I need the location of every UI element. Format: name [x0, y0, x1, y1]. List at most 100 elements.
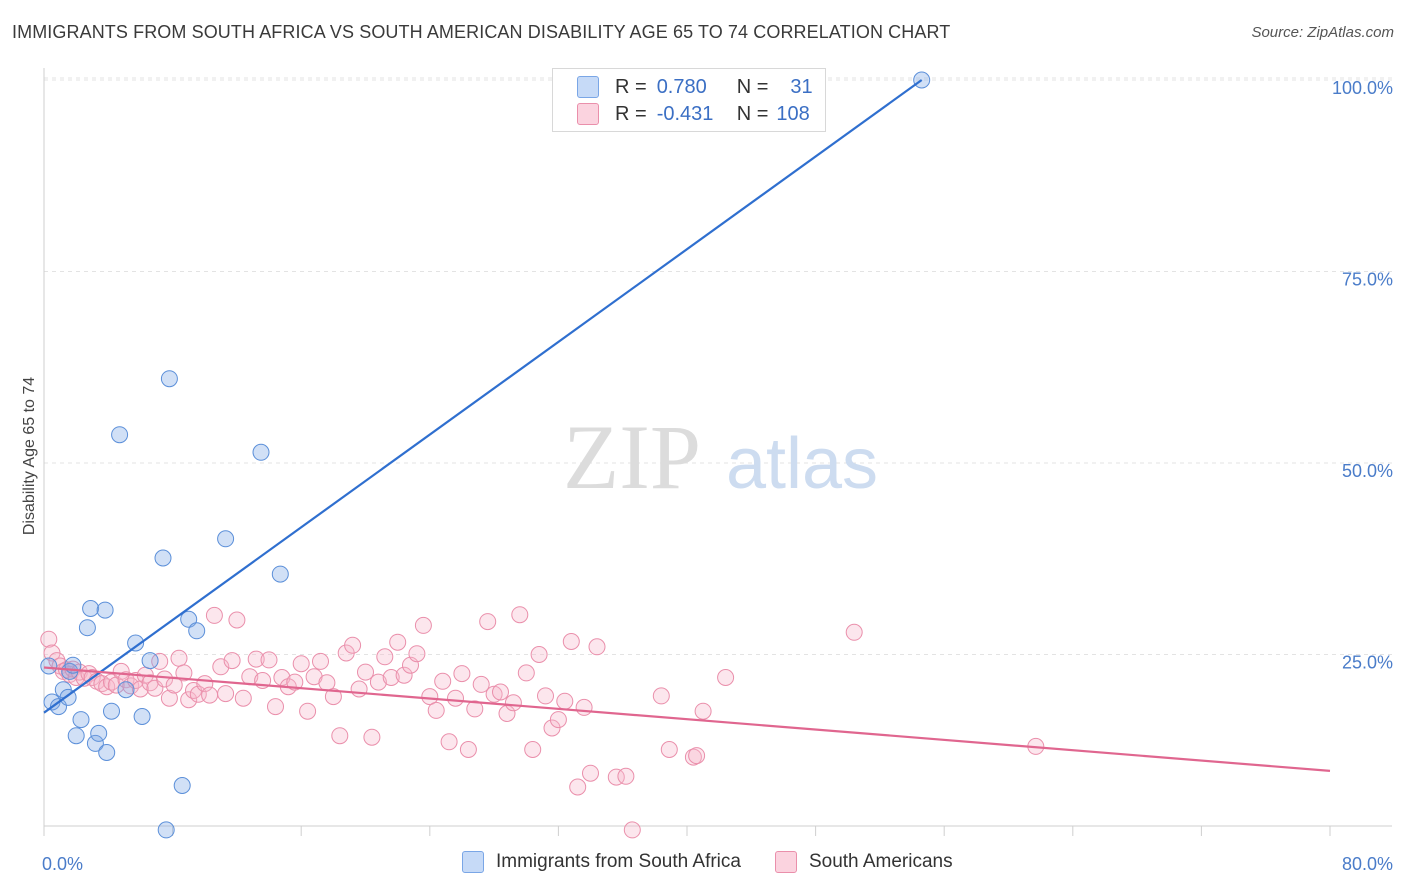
south-americans-point-44	[247, 650, 265, 668]
south-africa-point-17	[117, 681, 135, 699]
south-americans-point-77	[459, 741, 477, 758]
south-americans-point-48	[273, 669, 291, 686]
y-tick-label-50: 50.0%	[1342, 461, 1393, 481]
legend-n-label: N =	[736, 75, 769, 98]
south-americans-point-71	[421, 688, 439, 706]
watermark-zip: ZIP	[563, 406, 701, 508]
x-tick-label-min: 0.0%	[42, 854, 83, 874]
south-americans-point-101	[652, 687, 670, 705]
south-africa-point-8	[72, 711, 90, 729]
south-americans-point-91	[549, 711, 567, 729]
south-americans-point-63	[369, 673, 387, 691]
legend-r-label: R =	[615, 102, 647, 125]
legend-r-value: 0.780	[656, 75, 707, 98]
south-africa-point-26	[188, 622, 206, 640]
legend-swatch-south-americans	[774, 851, 797, 873]
south-africa-point-10	[82, 600, 100, 617]
south-africa-point-19	[133, 708, 151, 725]
south-americans-point-100	[623, 821, 641, 839]
legend-item-south-africa[interactable]: Immigrants from South Africa	[462, 851, 741, 873]
y-tick-label-100: 100.0%	[1332, 78, 1393, 98]
source-label: Source: ZipAtlas.com	[1251, 24, 1394, 41]
south-americans-point-60	[350, 680, 368, 698]
south-americans-point-107	[845, 623, 863, 641]
south-africa-trend-line	[43, 79, 923, 714]
south-americans-point-96	[582, 764, 599, 782]
south-americans-point-97	[588, 638, 606, 656]
south-americans-point-56	[324, 688, 342, 706]
south-americans-point-74	[440, 733, 458, 751]
south-americans-point-80	[479, 613, 497, 631]
south-americans-point-31	[175, 664, 193, 682]
south-americans-point-85	[511, 606, 529, 624]
south-africa-point-23	[160, 370, 178, 388]
south-americans-point-98	[607, 768, 625, 786]
south-americans-point-79	[472, 675, 490, 693]
south-americans-point-42	[234, 689, 252, 707]
south-americans-point-28	[160, 689, 178, 707]
south-africa-point-22	[157, 821, 175, 839]
south-americans-point-30	[170, 649, 188, 667]
south-americans-point-27	[156, 670, 174, 688]
y-tick-label-75: 75.0%	[1342, 270, 1393, 290]
south-americans-point-93	[562, 633, 580, 650]
south-americans-point-69	[408, 645, 426, 663]
south-americans-point-92	[556, 692, 574, 710]
south-americans-point-41	[228, 611, 246, 629]
legend-label-south-americans: South Americans	[808, 851, 953, 872]
south-americans-point-81	[485, 685, 503, 703]
south-americans-point-26	[151, 652, 169, 670]
south-americans-point-76	[453, 665, 471, 683]
south-americans-point-0	[40, 630, 58, 648]
south-americans-point-65	[382, 669, 400, 686]
south-americans-point-46	[260, 651, 278, 669]
legend-swatch-south-africa	[462, 851, 484, 873]
south-americans-trend-line	[43, 666, 1331, 772]
south-americans-point-59	[344, 636, 362, 654]
south-africa-point-0	[40, 657, 58, 675]
legend-row-south-americans: R = -0.431 N = 108	[577, 102, 810, 126]
south-americans-point-89	[537, 687, 554, 705]
legend-item-south-americans[interactable]: South Americans	[774, 851, 953, 873]
south-americans-point-39	[217, 685, 235, 703]
south-africa-point-24	[173, 777, 191, 794]
south-africa-point-20	[141, 652, 159, 670]
south-americans-point-52	[299, 702, 317, 720]
south-americans-point-104	[688, 747, 706, 765]
south-americans-point-78	[466, 700, 484, 718]
watermark-atlas: atlas	[726, 424, 878, 504]
south-americans-point-62	[363, 728, 381, 746]
south-africa-point-15	[103, 702, 120, 720]
south-americans-point-88	[530, 646, 548, 663]
legend-n-label: N =	[736, 102, 769, 125]
south-americans-point-64	[376, 648, 394, 666]
south-americans-point-70	[414, 616, 432, 634]
trend-lines	[43, 79, 1331, 772]
south-americans-point-16	[103, 673, 120, 691]
y-axis-label: Disability Age 65 to 74	[21, 377, 38, 535]
south-africa-point-28	[252, 443, 270, 461]
legend-label-south-africa: Immigrants from South Africa	[496, 851, 741, 872]
south-americans-point-54	[312, 652, 329, 670]
legend-swatch-south-africa	[577, 76, 599, 98]
south-americans-point-50	[286, 673, 304, 691]
y-tick-labels: 25.0% 50.0% 75.0% 100.0%	[1332, 78, 1393, 673]
series-legend: Immigrants from South Africa South Ameri…	[462, 851, 987, 873]
legend-swatch-south-americans	[577, 103, 599, 125]
south-americans-points	[40, 606, 1045, 839]
south-africa-point-27	[217, 530, 235, 548]
south-americans-point-95	[575, 698, 593, 716]
south-americans-point-87	[524, 741, 542, 758]
south-africa-point-21	[154, 549, 172, 567]
south-americans-point-86	[517, 664, 535, 682]
south-africa-point-16	[111, 426, 129, 444]
south-americans-point-57	[331, 727, 349, 745]
south-americans-point-75	[447, 689, 464, 707]
south-americans-point-36	[201, 686, 219, 704]
south-americans-point-40	[223, 652, 241, 670]
south-americans-point-82	[492, 683, 509, 701]
south-americans-point-94	[569, 778, 587, 796]
legend-row-south-africa: R = 0.780 N = 31	[577, 75, 813, 99]
south-americans-point-99	[617, 767, 635, 785]
